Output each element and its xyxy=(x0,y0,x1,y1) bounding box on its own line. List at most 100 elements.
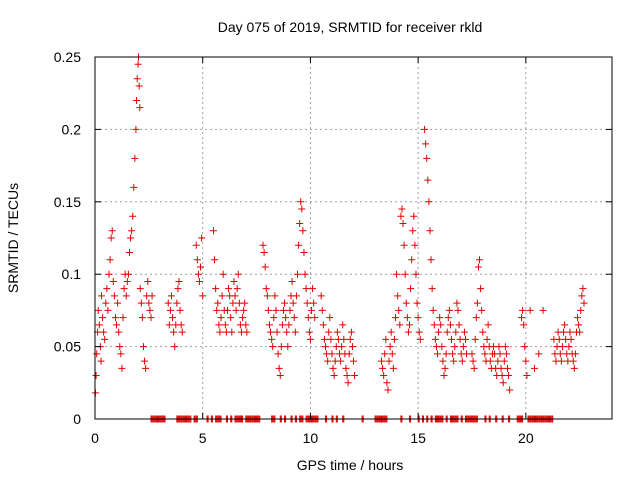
data-point xyxy=(486,357,494,365)
data-point xyxy=(273,328,281,336)
data-point xyxy=(452,328,460,336)
data-point xyxy=(219,270,227,278)
data-point xyxy=(539,306,547,314)
data-point xyxy=(403,314,411,322)
data-point xyxy=(446,321,454,329)
data-point xyxy=(388,350,396,358)
data-point xyxy=(476,256,484,264)
data-point xyxy=(212,285,220,293)
data-point xyxy=(570,364,578,372)
data-point xyxy=(277,343,285,351)
data-point xyxy=(286,306,294,314)
data-point xyxy=(520,321,528,329)
data-point xyxy=(526,306,534,314)
data-point xyxy=(449,350,457,358)
data-point xyxy=(137,299,145,307)
data-point xyxy=(386,343,394,351)
data-point xyxy=(109,277,117,285)
data-point xyxy=(460,328,468,336)
data-point xyxy=(395,306,403,314)
data-point xyxy=(310,299,318,307)
data-point xyxy=(276,372,284,380)
data-point xyxy=(275,364,283,372)
data-point xyxy=(136,285,144,293)
data-point xyxy=(434,350,442,358)
data-point xyxy=(115,328,123,336)
data-point xyxy=(108,227,116,235)
data-point xyxy=(133,75,141,83)
data-point xyxy=(459,343,467,351)
y-tick-label: 0.05 xyxy=(54,339,81,355)
data-point xyxy=(339,321,347,329)
data-point xyxy=(344,379,352,387)
data-point xyxy=(560,328,568,336)
data-point xyxy=(324,357,332,365)
data-point xyxy=(284,343,292,351)
grid-lines xyxy=(95,57,612,419)
data-point xyxy=(427,256,435,264)
data-point xyxy=(138,314,146,322)
data-point xyxy=(213,306,221,314)
data-point xyxy=(170,328,178,336)
data-point xyxy=(484,321,492,329)
data-point xyxy=(243,328,251,336)
data-point xyxy=(414,314,422,322)
x-tick-label: 10 xyxy=(303,430,319,446)
data-point xyxy=(209,227,217,235)
data-point xyxy=(454,306,462,314)
data-point xyxy=(470,364,478,372)
data-point xyxy=(298,205,306,213)
data-point xyxy=(92,372,100,380)
data-point xyxy=(97,357,105,365)
data-point xyxy=(239,314,247,322)
data-point xyxy=(144,277,152,285)
data-point xyxy=(304,314,312,322)
data-point xyxy=(104,306,112,314)
data-point xyxy=(171,343,179,351)
axis-ticks xyxy=(94,56,612,420)
data-point xyxy=(178,328,186,336)
data-point xyxy=(102,299,110,307)
data-point xyxy=(483,335,491,343)
data-point xyxy=(124,270,132,278)
data-point xyxy=(478,306,486,314)
data-point xyxy=(338,343,346,351)
data-point xyxy=(576,328,584,336)
data-point xyxy=(496,350,504,358)
data-point xyxy=(303,299,311,307)
data-point xyxy=(106,256,114,264)
data-point xyxy=(393,270,401,278)
data-point xyxy=(295,241,303,249)
data-point xyxy=(329,364,337,372)
data-point xyxy=(167,292,175,300)
data-point xyxy=(428,285,436,293)
data-point xyxy=(129,212,137,220)
data-point xyxy=(351,372,359,380)
data-point xyxy=(114,299,122,307)
data-point xyxy=(311,314,319,322)
data-point xyxy=(451,343,459,351)
data-point xyxy=(437,321,445,329)
data-point xyxy=(430,321,438,329)
data-point xyxy=(301,270,309,278)
data-point xyxy=(501,343,509,351)
data-point xyxy=(197,263,205,271)
data-point xyxy=(116,343,124,351)
data-point xyxy=(118,364,126,372)
data-point xyxy=(383,379,391,387)
data-point xyxy=(379,364,387,372)
data-point xyxy=(240,306,248,314)
data-point xyxy=(264,306,272,314)
data-point xyxy=(399,220,407,228)
data-point xyxy=(271,292,279,300)
data-point xyxy=(473,299,481,307)
data-point xyxy=(306,335,314,343)
data-point xyxy=(279,306,287,314)
data-point xyxy=(530,364,538,372)
data-point xyxy=(330,372,338,380)
data-point xyxy=(262,285,270,293)
x-tick-label: 0 xyxy=(91,430,99,446)
y-tick-label: 0.25 xyxy=(54,49,81,65)
data-point xyxy=(261,263,269,271)
